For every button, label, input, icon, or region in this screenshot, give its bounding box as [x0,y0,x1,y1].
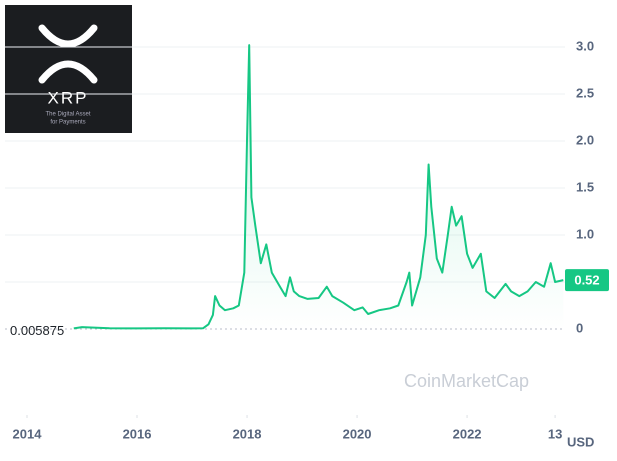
last-price-label: 0.52 [574,273,599,288]
logo-background [5,5,132,133]
x-tick-label: 2018 [233,426,262,441]
last-price-box [565,269,609,292]
x-tick-label: 13 [548,426,562,441]
logo: XRP The Digital Asset for Payments [5,5,132,133]
x-tick-label: 2020 [343,426,372,441]
price-line [73,44,564,330]
logo-tagline: The Digital Asset [45,112,90,118]
watermark: CoinMarketCap [404,371,529,391]
y-tick-label: 0 [576,320,583,335]
area [73,45,564,329]
x-tick-label: 2014 [13,426,43,441]
y-tick-label: 3.0 [576,38,594,53]
logo-mark [38,24,98,84]
y-tick-label: 1.5 [576,179,594,194]
x-tick-label: 2016 [123,426,152,441]
unit-label: USD [567,434,594,449]
start-price-label: 0.005875 [10,323,64,338]
y-tick-label: 2.5 [576,85,594,100]
x-tick-label: 2022 [453,426,482,441]
logo-name: XRP [48,88,89,107]
y-tick-label: 2.0 [576,132,594,147]
logo-tagline: for Payments [50,120,85,126]
y-tick-label: 1.0 [576,226,594,241]
